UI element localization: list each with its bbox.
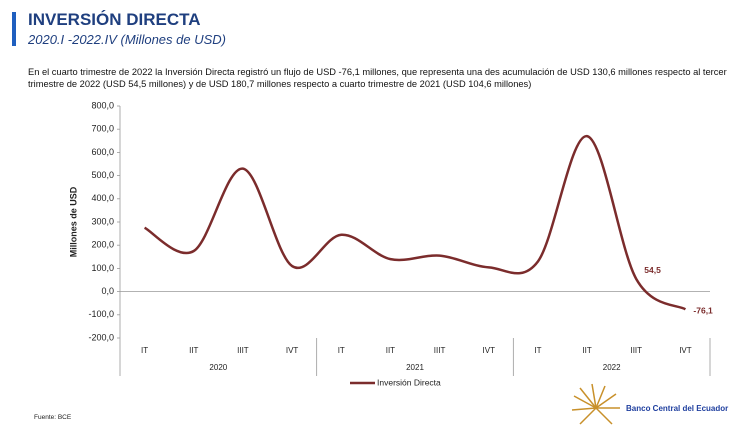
accent-bar (12, 12, 16, 46)
y-tick-label: 700,0 (91, 124, 114, 134)
x-tick-label: IIIT (434, 346, 446, 355)
x-tick-label: IVT (483, 346, 496, 355)
logo-text: Banco Central del Ecuador (626, 404, 728, 413)
series-line (143, 134, 687, 311)
x-tick-label: IIT (386, 346, 395, 355)
logo-icon (571, 383, 620, 425)
group-label: 2020 (209, 363, 227, 372)
title: INVERSIÓN DIRECTA (28, 10, 201, 29)
x-tick-label: IT (338, 346, 345, 355)
y-tick-label: -100,0 (88, 309, 114, 319)
x-tick-label: IIT (582, 346, 591, 355)
y-tick-label: 500,0 (91, 170, 114, 180)
y-tick-label: 0,0 (101, 286, 114, 296)
y-tick-label: -200,0 (88, 332, 114, 342)
x-tick-label: IT (141, 346, 148, 355)
data-label: -76,1 (693, 306, 713, 316)
legend-label: Inversión Directa (377, 377, 441, 387)
y-tick-label: 300,0 (91, 216, 114, 226)
group-label: 2022 (603, 363, 621, 372)
x-tick-label: IVT (679, 346, 692, 355)
y-tick-label: 100,0 (91, 263, 114, 273)
x-tick-label: IVT (286, 346, 299, 355)
y-axis-label: Millones de USD (68, 186, 78, 257)
x-tick-label: IIT (189, 346, 198, 355)
y-tick-label: 600,0 (91, 147, 114, 157)
x-tick-label: IT (534, 346, 541, 355)
description: En el cuarto trimestre de 2022 la Invers… (28, 67, 727, 89)
y-tick-label: 800,0 (91, 100, 114, 110)
x-tick-label: IIIT (237, 346, 249, 355)
subtitle: 2020.I -2022.IV (Millones de USD) (28, 32, 226, 47)
y-tick-label: 400,0 (91, 193, 114, 203)
group-label: 2021 (406, 363, 424, 372)
source: Fuente: BCE (34, 414, 72, 421)
x-tick-label: IIIT (630, 346, 642, 355)
data-label: 54,5 (644, 265, 661, 275)
y-tick-label: 200,0 (91, 240, 114, 250)
